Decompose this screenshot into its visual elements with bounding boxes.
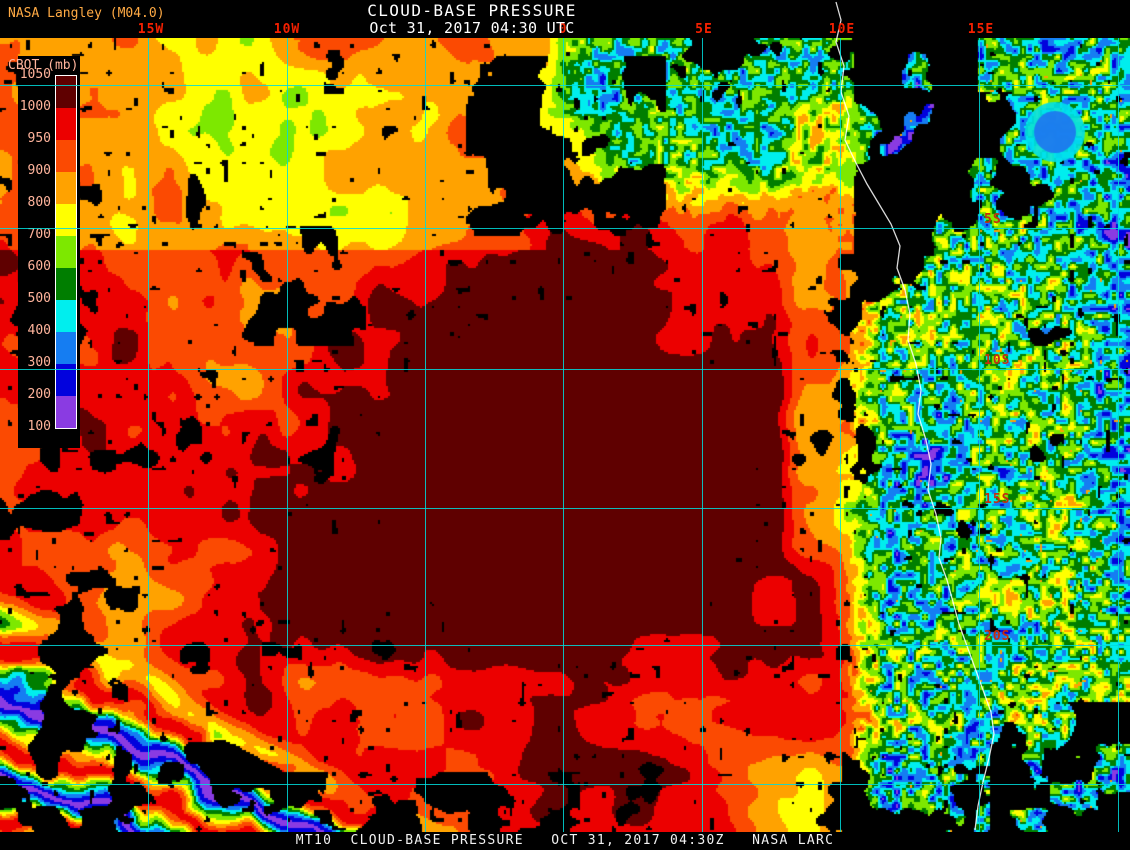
footer-text: MT10 CLOUD-BASE PRESSURE OCT 31, 2017 04… xyxy=(295,833,835,848)
lon-label: 0 xyxy=(558,22,568,37)
title-block: CLOUD-BASE PRESSURE Oct 31, 2017 04:30 U… xyxy=(337,1,607,37)
lat-label: 5S xyxy=(984,212,1002,227)
source-label: NASA Langley (M04.0) xyxy=(8,6,165,21)
lat-label: 15S xyxy=(984,492,1011,507)
lon-label: 10W xyxy=(273,22,301,37)
lon-label: 15W xyxy=(137,22,165,37)
lat-label: 10S xyxy=(984,353,1011,368)
lat-label: 20S xyxy=(984,629,1011,644)
lon-label: 5E xyxy=(695,22,713,37)
header-bar: NASA Langley (M04.0) CLOUD-BASE PRESSURE… xyxy=(0,0,1130,38)
map-title: CLOUD-BASE PRESSURE xyxy=(367,1,577,20)
footer-bar: MT10 CLOUD-BASE PRESSURE OCT 31, 2017 04… xyxy=(0,832,1130,850)
map-subtitle: Oct 31, 2017 04:30 UTC xyxy=(369,19,575,37)
cloud-map-canvas xyxy=(0,38,1130,832)
